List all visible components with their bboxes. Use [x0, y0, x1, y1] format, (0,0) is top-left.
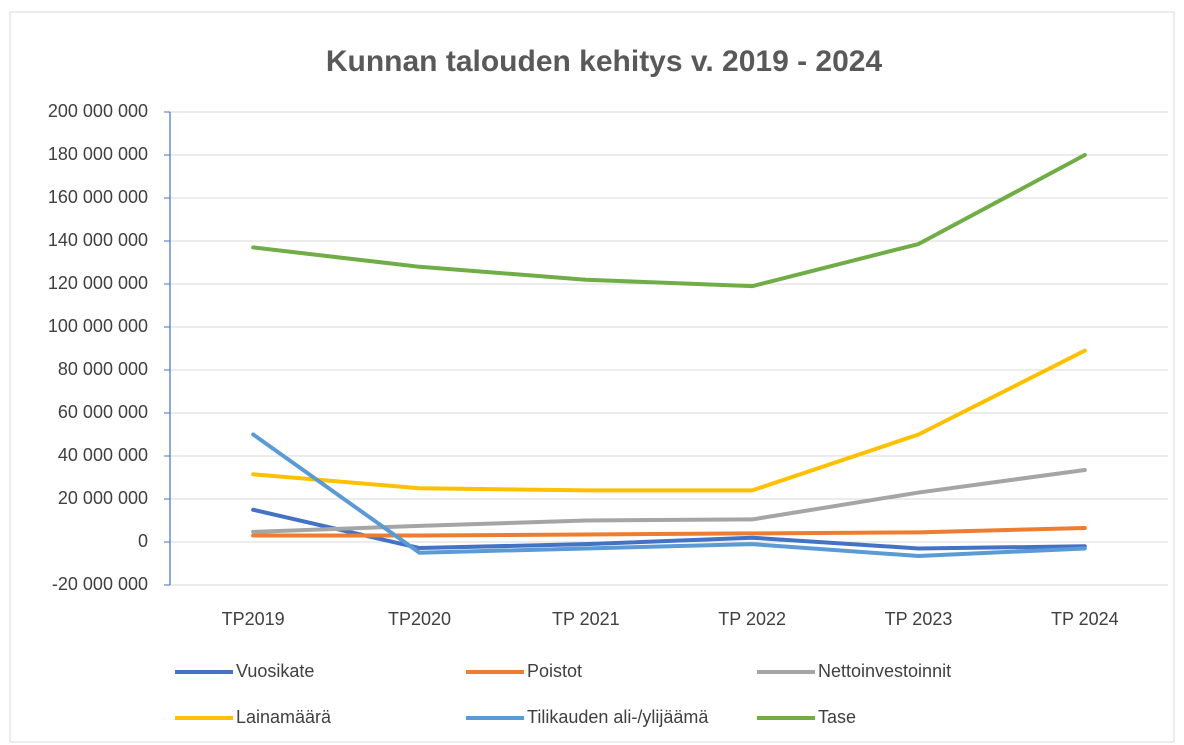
series-line: [251, 153, 1087, 289]
series-line: [251, 507, 1087, 551]
y-tick-label: 120 000 000: [48, 273, 148, 293]
y-tick-label: 40 000 000: [58, 445, 148, 465]
x-tick-label: TP 2024: [1051, 609, 1119, 629]
chart-title: Kunnan talouden kehitys v. 2019 - 2024: [326, 45, 883, 78]
legend-label: Lainamäärä: [236, 707, 332, 727]
series-line: [251, 432, 1087, 558]
y-tick-label: 160 000 000: [48, 187, 148, 207]
y-tick-label: -20 000 000: [52, 574, 148, 594]
x-tick-label: TP 2023: [885, 609, 953, 629]
y-tick-label: 100 000 000: [48, 316, 148, 336]
y-tick-label: 80 000 000: [58, 359, 148, 379]
x-tick-label: TP 2021: [552, 609, 620, 629]
legend-label: Vuosikate: [236, 661, 314, 681]
y-tick-label: 20 000 000: [58, 488, 148, 508]
y-tick-label: 140 000 000: [48, 230, 148, 250]
chart-border: [9, 11, 1175, 743]
x-tick-label: TP2019: [222, 609, 285, 629]
legend-label: Nettoinvestoinnit: [818, 661, 951, 681]
series-line: [251, 467, 1087, 534]
legend-label: Tilikauden ali-/ylijäämä: [527, 707, 709, 727]
y-tick-label: 180 000 000: [48, 144, 148, 164]
legend-label: Poistot: [527, 661, 582, 681]
series-line: [251, 526, 1087, 538]
y-tick-label: 60 000 000: [58, 402, 148, 422]
y-tick-label: 200 000 000: [48, 101, 148, 121]
series-line: [251, 348, 1087, 493]
x-tick-label: TP 2022: [718, 609, 786, 629]
x-tick-label: TP2020: [388, 609, 451, 629]
y-tick-label: 0: [138, 531, 148, 551]
legend-label: Tase: [818, 707, 856, 727]
